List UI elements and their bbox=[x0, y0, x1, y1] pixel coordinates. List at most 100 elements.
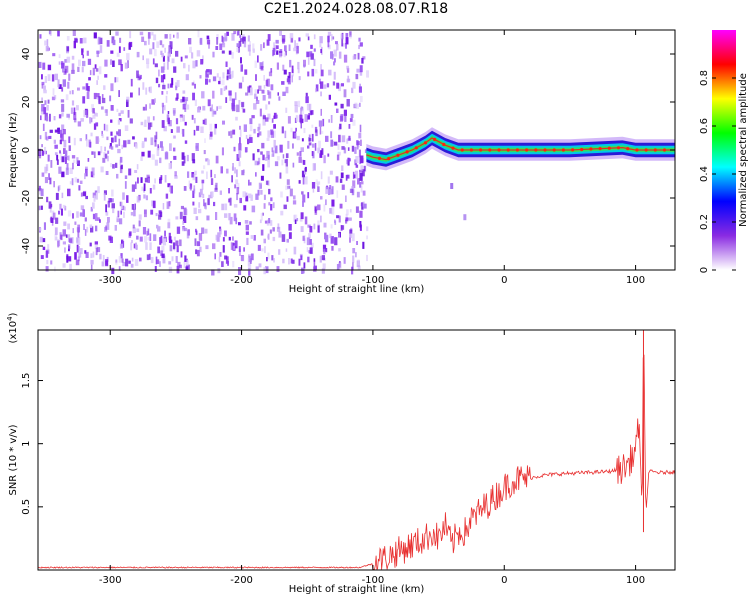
noise-mark bbox=[291, 75, 293, 83]
noise-mark bbox=[218, 80, 221, 85]
noise-mark bbox=[76, 157, 79, 164]
noise-mark bbox=[82, 96, 86, 104]
noise-mark bbox=[311, 143, 315, 148]
noise-mark bbox=[46, 39, 49, 47]
noise-mark bbox=[170, 41, 173, 49]
noise-mark bbox=[236, 193, 238, 201]
noise-mark bbox=[193, 188, 196, 194]
noise-mark bbox=[351, 266, 354, 275]
noise-mark bbox=[144, 209, 147, 218]
noise-mark bbox=[60, 99, 65, 103]
noise-mark bbox=[73, 40, 76, 49]
noise-mark bbox=[285, 107, 288, 113]
noise-mark bbox=[311, 124, 314, 128]
noise-mark bbox=[267, 113, 271, 120]
noise-mark bbox=[346, 159, 350, 165]
noise-mark bbox=[262, 164, 265, 171]
noise-mark bbox=[236, 31, 239, 36]
noise-mark bbox=[103, 190, 107, 195]
bottom-plot-frame bbox=[37, 329, 676, 571]
noise-mark bbox=[257, 189, 260, 196]
noise-mark bbox=[279, 172, 282, 179]
noise-mark bbox=[239, 34, 241, 38]
noise-mark bbox=[79, 38, 83, 44]
noise-mark bbox=[69, 263, 72, 270]
signal-peak bbox=[423, 141, 428, 145]
noise-mark bbox=[313, 258, 316, 262]
noise-mark bbox=[73, 137, 76, 146]
noise-mark bbox=[315, 179, 318, 184]
noise-mark bbox=[121, 258, 124, 263]
signal-peak bbox=[405, 150, 409, 154]
noise-mark bbox=[356, 241, 358, 245]
noise-mark bbox=[175, 216, 179, 220]
noise-mark bbox=[109, 143, 112, 147]
noise-mark bbox=[205, 245, 209, 250]
noise-mark bbox=[54, 73, 58, 81]
noise-mark bbox=[299, 114, 303, 123]
noise-mark bbox=[144, 236, 147, 243]
noise-mark bbox=[51, 74, 55, 82]
noise-mark bbox=[253, 128, 256, 134]
noise-mark bbox=[110, 146, 114, 150]
signal-peak bbox=[479, 148, 483, 152]
noise-mark bbox=[105, 204, 107, 213]
noise-mark bbox=[359, 182, 362, 188]
noise-mark bbox=[204, 228, 208, 234]
noise-mark bbox=[288, 72, 291, 79]
noise-mark bbox=[212, 90, 215, 99]
noise-mark bbox=[139, 31, 144, 36]
noise-mark bbox=[72, 162, 74, 170]
noise-mark bbox=[97, 217, 100, 221]
noise-mark bbox=[191, 153, 195, 161]
noise-mark bbox=[320, 69, 324, 77]
noise-mark bbox=[289, 59, 292, 68]
noise-mark bbox=[118, 90, 120, 97]
noise-mark bbox=[232, 129, 236, 135]
noise-mark bbox=[218, 256, 221, 263]
noise-mark bbox=[362, 56, 366, 60]
noise-mark bbox=[47, 64, 52, 71]
noise-mark bbox=[64, 68, 67, 74]
noise-mark bbox=[71, 55, 75, 60]
noise-mark bbox=[273, 139, 276, 148]
noise-mark bbox=[294, 101, 298, 106]
noise-mark bbox=[90, 132, 93, 137]
noise-mark bbox=[265, 104, 268, 110]
noise-mark bbox=[49, 177, 52, 185]
noise-mark bbox=[308, 233, 311, 239]
tail-point bbox=[463, 214, 467, 221]
noise-mark bbox=[341, 43, 345, 47]
noise-mark bbox=[162, 55, 165, 62]
noise-mark bbox=[52, 88, 55, 96]
noise-mark bbox=[86, 109, 89, 118]
noise-mark bbox=[194, 83, 196, 89]
noise-mark bbox=[186, 154, 189, 162]
noise-mark bbox=[356, 68, 360, 73]
noise-mark bbox=[161, 44, 165, 48]
noise-mark bbox=[189, 183, 193, 189]
noise-mark bbox=[288, 258, 290, 265]
noise-mark bbox=[199, 188, 203, 195]
noise-mark bbox=[239, 129, 242, 137]
noise-mark bbox=[93, 32, 97, 39]
noise-mark bbox=[39, 135, 42, 140]
noise-mark bbox=[62, 79, 66, 87]
noise-mark bbox=[323, 204, 326, 212]
noise-mark bbox=[321, 255, 325, 260]
noise-mark bbox=[225, 85, 228, 90]
noise-mark bbox=[116, 132, 119, 136]
noise-mark bbox=[352, 81, 356, 89]
noise-mark bbox=[80, 205, 85, 210]
noise-mark bbox=[99, 37, 103, 45]
noise-mark bbox=[267, 235, 270, 239]
noise-mark bbox=[67, 210, 72, 217]
noise-mark bbox=[107, 200, 110, 208]
noise-mark bbox=[281, 126, 284, 134]
noise-mark bbox=[182, 90, 186, 94]
noise-mark bbox=[39, 236, 43, 243]
noise-mark bbox=[267, 154, 270, 160]
noise-mark bbox=[353, 174, 356, 179]
colorbar-label: Normalized spectral amplitude bbox=[738, 73, 749, 227]
noise-mark bbox=[282, 154, 285, 159]
